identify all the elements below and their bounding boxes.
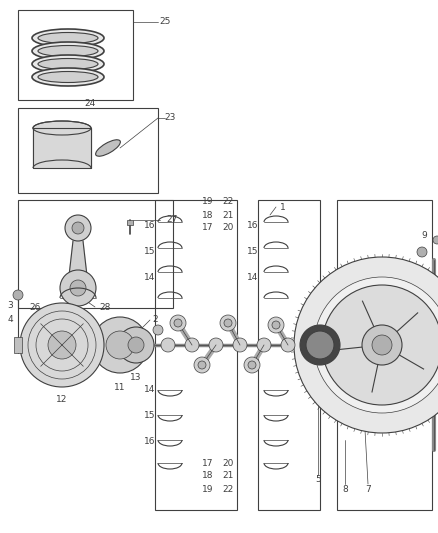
Circle shape — [314, 277, 438, 413]
Circle shape — [268, 317, 284, 333]
Text: 23: 23 — [164, 114, 176, 123]
Circle shape — [174, 319, 182, 327]
Ellipse shape — [32, 42, 104, 60]
Text: 16: 16 — [247, 221, 259, 230]
Circle shape — [60, 270, 96, 306]
Text: 18: 18 — [202, 211, 214, 220]
Circle shape — [20, 303, 104, 387]
Circle shape — [106, 331, 134, 359]
Circle shape — [92, 317, 148, 373]
Circle shape — [303, 338, 317, 352]
Text: 20: 20 — [223, 223, 234, 232]
Circle shape — [48, 331, 76, 359]
Circle shape — [194, 357, 210, 373]
Text: 26: 26 — [29, 303, 41, 312]
Polygon shape — [69, 241, 87, 276]
Ellipse shape — [95, 140, 120, 156]
Text: 14: 14 — [247, 272, 259, 281]
Circle shape — [185, 338, 199, 352]
Text: 19: 19 — [202, 484, 214, 494]
Ellipse shape — [32, 55, 104, 73]
Text: 13: 13 — [130, 373, 142, 382]
Circle shape — [248, 361, 256, 369]
Ellipse shape — [38, 59, 98, 69]
Bar — [33, 128, 91, 168]
Text: 17: 17 — [202, 223, 214, 232]
Circle shape — [161, 338, 175, 352]
Bar — [14, 337, 22, 353]
Bar — [18, 200, 173, 308]
Circle shape — [322, 285, 438, 405]
Bar — [258, 200, 320, 510]
Circle shape — [362, 325, 402, 365]
Bar — [337, 200, 432, 510]
Circle shape — [220, 315, 236, 331]
Text: 5: 5 — [315, 475, 321, 484]
Circle shape — [417, 247, 427, 257]
Circle shape — [65, 215, 91, 241]
Circle shape — [224, 319, 232, 327]
Text: 21: 21 — [223, 472, 234, 481]
Text: 15: 15 — [144, 246, 156, 255]
Text: 15: 15 — [144, 411, 156, 421]
Circle shape — [13, 290, 23, 300]
Circle shape — [306, 331, 334, 359]
Text: 12: 12 — [57, 395, 68, 405]
Bar — [155, 200, 237, 510]
Circle shape — [300, 325, 340, 365]
Text: 7: 7 — [365, 486, 371, 495]
Circle shape — [198, 361, 206, 369]
Circle shape — [72, 222, 84, 234]
Text: 9: 9 — [421, 230, 427, 239]
Circle shape — [153, 325, 163, 335]
Text: 22: 22 — [223, 484, 233, 494]
Circle shape — [257, 338, 271, 352]
Circle shape — [233, 338, 247, 352]
Text: 25: 25 — [159, 18, 171, 27]
Circle shape — [170, 315, 186, 331]
Text: 8: 8 — [342, 486, 348, 495]
Bar — [127, 220, 133, 225]
Text: 20: 20 — [223, 458, 234, 467]
Text: 14: 14 — [144, 272, 155, 281]
Text: 3: 3 — [7, 301, 13, 310]
Text: 14: 14 — [144, 385, 155, 394]
Text: 21: 21 — [223, 211, 234, 220]
Circle shape — [70, 280, 86, 296]
Ellipse shape — [33, 121, 91, 135]
Circle shape — [372, 335, 392, 355]
Ellipse shape — [38, 45, 98, 56]
Circle shape — [118, 327, 154, 363]
Text: 11: 11 — [114, 383, 126, 392]
Ellipse shape — [32, 29, 104, 47]
Circle shape — [272, 321, 280, 329]
Circle shape — [281, 338, 295, 352]
Bar — [18, 10, 133, 100]
Circle shape — [209, 338, 223, 352]
Circle shape — [128, 337, 144, 353]
Ellipse shape — [38, 33, 98, 44]
Text: 19: 19 — [202, 198, 214, 206]
Text: 16: 16 — [144, 438, 156, 447]
Text: 2: 2 — [152, 316, 158, 325]
Circle shape — [244, 357, 260, 373]
Text: 28: 28 — [99, 303, 111, 312]
Text: 4: 4 — [7, 316, 13, 325]
Text: 15: 15 — [247, 246, 259, 255]
Circle shape — [294, 257, 438, 433]
Ellipse shape — [38, 71, 98, 83]
Text: 1: 1 — [280, 203, 286, 212]
Text: 18: 18 — [202, 472, 214, 481]
Text: 16: 16 — [144, 221, 156, 230]
Ellipse shape — [32, 68, 104, 86]
Text: 17: 17 — [202, 458, 214, 467]
Bar — [18, 108, 158, 193]
Text: 24: 24 — [85, 100, 95, 109]
Text: 22: 22 — [223, 198, 233, 206]
Circle shape — [433, 236, 438, 244]
Text: 27: 27 — [166, 215, 178, 224]
